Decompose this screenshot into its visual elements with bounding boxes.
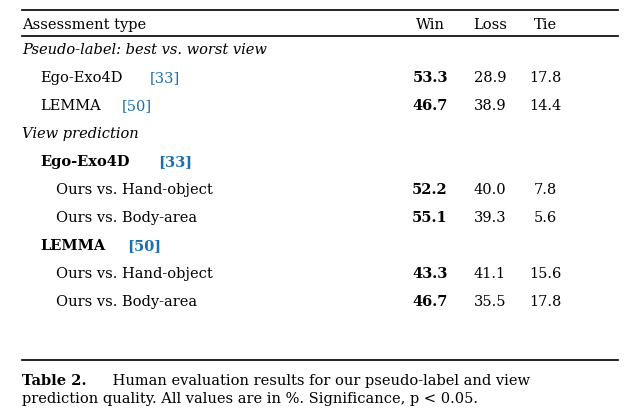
Text: Ours vs. Hand-object: Ours vs. Hand-object: [56, 267, 212, 281]
Text: 40.0: 40.0: [474, 183, 506, 197]
Text: Ours vs. Body-area: Ours vs. Body-area: [56, 211, 197, 225]
Text: 5.6: 5.6: [533, 211, 557, 225]
Text: 43.3: 43.3: [412, 267, 448, 281]
Text: Table 2.: Table 2.: [22, 374, 86, 388]
Text: [50]: [50]: [127, 239, 161, 253]
Text: LEMMA: LEMMA: [40, 239, 105, 253]
Text: 17.8: 17.8: [529, 71, 561, 85]
Text: LEMMA: LEMMA: [40, 99, 100, 113]
Text: 17.8: 17.8: [529, 295, 561, 309]
Text: Tie: Tie: [533, 18, 557, 32]
Text: Ego-Exo4D: Ego-Exo4D: [40, 71, 122, 85]
Text: 15.6: 15.6: [529, 267, 561, 281]
Text: 41.1: 41.1: [474, 267, 506, 281]
Text: 55.1: 55.1: [412, 211, 448, 225]
Text: 46.7: 46.7: [412, 99, 448, 113]
Text: 52.2: 52.2: [412, 183, 448, 197]
Text: 38.9: 38.9: [474, 99, 506, 113]
Text: 28.9: 28.9: [474, 71, 506, 85]
Text: Pseudo-label: best vs. worst view: Pseudo-label: best vs. worst view: [22, 43, 267, 57]
Text: Human evaluation results for our pseudo-label and view: Human evaluation results for our pseudo-…: [108, 374, 530, 388]
Text: [50]: [50]: [122, 99, 152, 113]
Text: 39.3: 39.3: [474, 211, 506, 225]
Text: [33]: [33]: [159, 155, 193, 169]
Text: Ours vs. Hand-object: Ours vs. Hand-object: [56, 183, 212, 197]
Text: 14.4: 14.4: [529, 99, 561, 113]
Text: 7.8: 7.8: [533, 183, 557, 197]
Text: Win: Win: [415, 18, 445, 32]
Text: 46.7: 46.7: [412, 295, 448, 309]
Text: 53.3: 53.3: [412, 71, 448, 85]
Text: Ego-Exo4D: Ego-Exo4D: [40, 155, 129, 169]
Text: Loss: Loss: [473, 18, 507, 32]
Text: Assessment type: Assessment type: [22, 18, 146, 32]
Text: View prediction: View prediction: [22, 127, 139, 141]
Text: 35.5: 35.5: [474, 295, 506, 309]
Text: Ours vs. Body-area: Ours vs. Body-area: [56, 295, 197, 309]
Text: [33]: [33]: [150, 71, 180, 85]
Text: prediction quality. All values are in %. Significance, p < 0.05.: prediction quality. All values are in %.…: [22, 392, 478, 406]
